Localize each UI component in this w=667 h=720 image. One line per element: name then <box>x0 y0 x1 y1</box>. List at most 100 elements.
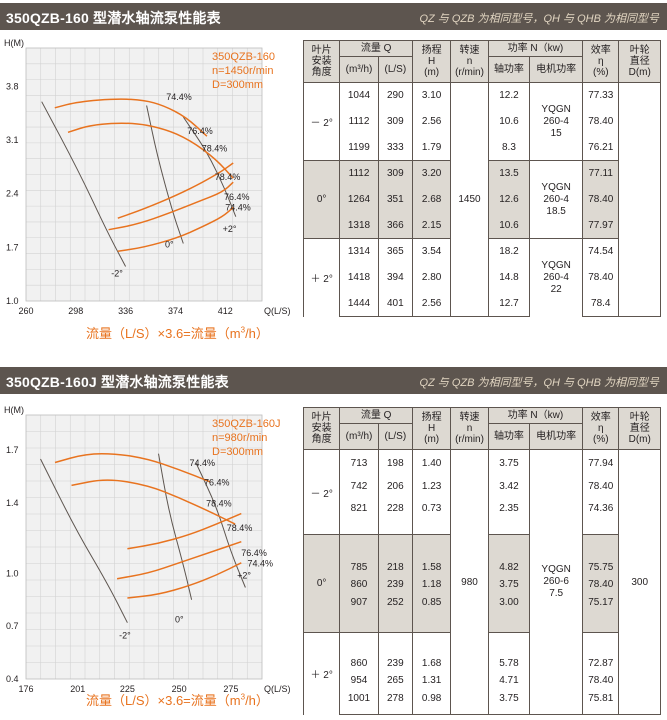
y-tick-label: 0.7 <box>6 621 19 631</box>
head-cell: 2.68 <box>411 186 452 213</box>
chart-diameter: D=300mm <box>212 446 264 458</box>
table-row: ＋ 2° 1314 365 3.54 18.2 YQGN 260-4 22 74… <box>302 238 661 317</box>
blade-angle-cell: － 2° <box>302 82 341 161</box>
shaft-power-cell: 13.5 <box>487 160 531 187</box>
head-cell: 0.73 <box>411 496 452 535</box>
x-tick-label: 225 <box>120 684 135 694</box>
performance-curve <box>117 206 234 252</box>
efficiency-boundary-line <box>40 458 128 623</box>
header-blade-angle: 叶片 安装 角度 <box>302 407 341 450</box>
impeller-diameter-cell <box>618 82 661 317</box>
motor-power-cell: YQGN 260-4 18.5 <box>529 160 584 239</box>
flow-m3h-cell: 1112 <box>339 108 379 135</box>
shaft-power-cell: 12.2 <box>487 82 531 109</box>
header-motor-power: 电机功率 <box>529 56 584 83</box>
performance-curve <box>67 122 234 179</box>
section-title: 350QZB-160 型潜水轴流泵性能表 <box>6 10 221 26</box>
flow-m3h-cell: 1314 <box>339 238 379 265</box>
flow-ls-cell: 365 <box>377 238 413 265</box>
curve-label: 76.4% <box>187 126 213 136</box>
chart-spec: 350QZB-160J n=980r/min D=300mm <box>212 417 280 459</box>
x-tick-label: 201 <box>70 684 85 694</box>
performance-chart: 260 298 336 374 412 1.0 1.7 2.4 3.1 3.8 H(M) Q(L/S)… <box>0 36 300 341</box>
efficiency-cell: 76.21 <box>582 134 620 161</box>
header-shaft-power: 轴功率 <box>487 56 531 83</box>
x-tick-label: 275 <box>223 684 238 694</box>
curve-label: 74.4% <box>166 92 192 102</box>
head-cell: 2.56 <box>411 108 452 135</box>
flow-m3h-cell: 821 <box>339 496 379 535</box>
curve-label: -2° <box>111 268 123 278</box>
efficiency-cell: 78.40 <box>582 108 620 135</box>
performance-curve <box>54 98 208 137</box>
table-row: 1318 366 2.15 10.6 77.97 <box>304 212 661 239</box>
flow-ls-cell: 401 <box>377 290 413 317</box>
x-tick-label: 412 <box>218 306 233 316</box>
header-flow-m3h: (m³/h) <box>339 56 379 83</box>
impeller-diameter-cell: 300 <box>618 449 661 715</box>
performance-curve <box>108 181 234 231</box>
head-cell: 3.54 <box>411 238 452 265</box>
flow-m3h-cell: 907 <box>339 594 379 633</box>
blade-angle-cell: － 2° <box>302 449 341 535</box>
efficiency-cell: 75.75 <box>582 534 620 575</box>
flow-ls-cell: 309 <box>377 108 413 135</box>
performance-chart-svg: 260 298 336 374 412 1.0 1.7 2.4 3.1 3.8 H(M) Q(L/S)… <box>4 38 291 316</box>
efficiency-boundary-line <box>158 453 193 600</box>
flow-m3h-cell: 713 <box>339 449 379 477</box>
header-head: 扬程 H (m) <box>411 407 452 450</box>
chart-model: 350QZB-160J <box>212 418 281 430</box>
motor-power-cell: YQGN 260-6 7.5 <box>529 449 584 715</box>
table-row: 0° 1112 309 3.20 13.5 YQGN 260-4 18.5 77… <box>302 160 661 239</box>
header-flow-ls: (L/S) <box>377 56 413 83</box>
flow-ls-cell: 394 <box>377 264 413 291</box>
flow-m3h-cell: 1199 <box>339 134 379 161</box>
shaft-power-cell: 14.8 <box>487 264 531 291</box>
motor-power-cell: YQGN 260-4 15 <box>529 82 584 161</box>
flow-m3h-cell: 1418 <box>339 264 379 291</box>
flow-ls-cell: 198 <box>377 449 413 477</box>
head-cell: 1.58 <box>411 534 452 575</box>
efficiency-cell: 78.40 <box>582 264 620 291</box>
flow-ls-cell: 252 <box>377 594 413 633</box>
table-row: ＋ 2° 860 239 1.68 5.78 72.87 <box>302 632 661 715</box>
table-row: 860 239 1.18 3.75 78.40 <box>304 574 661 595</box>
head-cell: 3.20 <box>411 160 452 187</box>
shaft-power-cell: 3.75 <box>487 690 531 715</box>
header-speed: 转速 n (r/min) <box>450 40 489 83</box>
shaft-power-cell: 5.78 <box>487 632 531 671</box>
flow-ls-cell: 278 <box>377 690 413 715</box>
flow-m3h-cell: 1112 <box>339 160 379 187</box>
flow-ls-cell: 351 <box>377 186 413 213</box>
x-tick-label: 298 <box>68 306 83 316</box>
flow-m3h-cell: 785 <box>339 534 379 575</box>
table-row: 907 252 0.85 3.00 75.17 <box>304 594 661 633</box>
pump-section-2: 350QZB-160J 型潜水轴流泵性能表 QZ 与 QZB 为相同型号，QH … <box>0 367 667 720</box>
header-head: 扬程 H (m) <box>411 40 452 83</box>
flow-m3h-cell: 742 <box>339 476 379 497</box>
header-impeller-diameter: 叶轮 直径 D(m) <box>618 40 661 83</box>
shaft-power-cell: 8.3 <box>487 134 531 161</box>
head-cell: 1.68 <box>411 632 452 671</box>
efficiency-boundary-line <box>41 101 127 267</box>
shaft-power-cell: 4.71 <box>487 670 531 691</box>
performance-chart-svg: 176 201 225 250 275 0.4 0.7 1.0 1.4 1.7 H(M) Q(L/S)… <box>4 405 291 694</box>
head-cell: 1.40 <box>411 449 452 477</box>
table-row: 821 228 0.73 2.35 74.36 <box>304 496 661 535</box>
y-tick-label: 1.4 <box>6 498 19 508</box>
shaft-power-cell: 12.7 <box>487 290 531 317</box>
chart-speed: n=980r/min <box>212 432 268 444</box>
y-tick-label: 1.0 <box>6 296 19 306</box>
curve-label: 74.4% <box>190 458 216 468</box>
blade-angle-cell: 0° <box>302 534 341 633</box>
efficiency-boundary-line <box>195 462 246 588</box>
head-cell: 3.10 <box>411 82 452 109</box>
table-row: 1001 278 0.98 3.75 75.81 <box>304 690 661 715</box>
flow-ls-cell: 228 <box>377 496 413 535</box>
shaft-power-cell: 4.82 <box>487 534 531 575</box>
curve-label: 78.4% <box>215 172 241 182</box>
header-speed: 转速 n (r/min) <box>450 407 489 450</box>
flow-ls-cell: 309 <box>377 160 413 187</box>
chart-model: 350QZB-160 <box>212 51 275 63</box>
shaft-power-cell: 10.6 <box>487 212 531 239</box>
